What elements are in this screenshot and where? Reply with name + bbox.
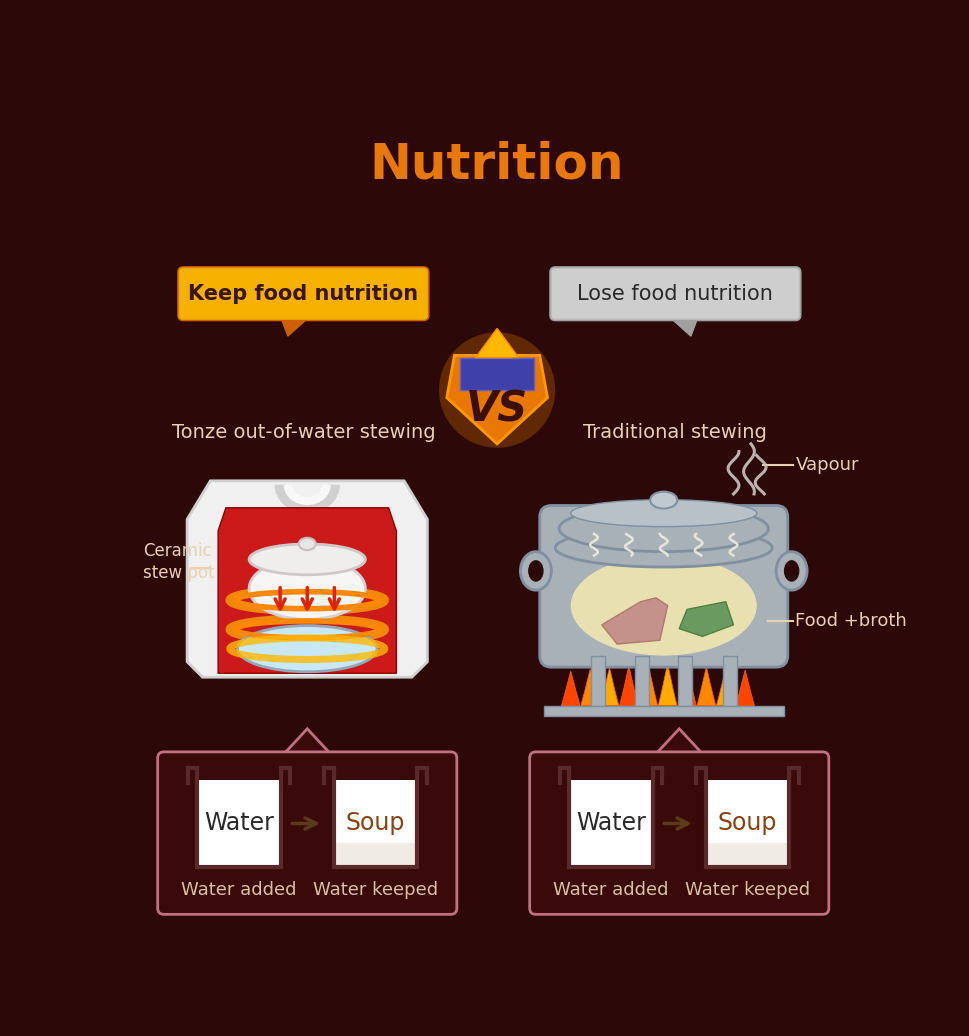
Polygon shape <box>735 670 754 706</box>
Text: Keep food nutrition: Keep food nutrition <box>188 284 418 304</box>
Bar <box>335 842 416 866</box>
Ellipse shape <box>783 560 798 581</box>
Text: Water keeped: Water keeped <box>313 882 438 899</box>
Polygon shape <box>639 665 657 706</box>
Text: Tonze out-of-water stewing: Tonze out-of-water stewing <box>172 423 435 441</box>
Text: Water added: Water added <box>181 882 297 899</box>
FancyBboxPatch shape <box>550 267 799 320</box>
Polygon shape <box>678 602 733 636</box>
Polygon shape <box>580 669 599 706</box>
FancyBboxPatch shape <box>459 357 534 390</box>
Polygon shape <box>280 728 334 758</box>
Text: Water added: Water added <box>552 882 668 899</box>
Polygon shape <box>651 728 705 758</box>
Bar <box>333 779 417 868</box>
Ellipse shape <box>237 626 377 671</box>
Text: Soup: Soup <box>717 811 776 835</box>
Ellipse shape <box>570 499 756 526</box>
Ellipse shape <box>249 557 365 620</box>
Polygon shape <box>280 315 311 336</box>
Text: Food +broth: Food +broth <box>795 612 906 630</box>
Text: Traditional stewing: Traditional stewing <box>582 423 766 441</box>
FancyBboxPatch shape <box>178 267 427 320</box>
Text: Water: Water <box>203 811 273 835</box>
Polygon shape <box>716 668 735 706</box>
Ellipse shape <box>519 551 550 591</box>
Text: Vapour: Vapour <box>795 456 859 473</box>
Text: Lose food nutrition: Lose food nutrition <box>577 284 772 304</box>
Polygon shape <box>601 598 667 644</box>
Polygon shape <box>218 508 396 673</box>
Bar <box>590 656 605 706</box>
Ellipse shape <box>558 506 767 551</box>
Bar <box>704 779 789 868</box>
Bar <box>722 656 735 706</box>
Text: Ceramic
stew pot: Ceramic stew pot <box>142 542 214 582</box>
Ellipse shape <box>775 551 806 591</box>
Polygon shape <box>600 668 618 706</box>
Text: Water keeped: Water keeped <box>684 882 809 899</box>
Polygon shape <box>475 328 518 357</box>
Polygon shape <box>187 481 427 678</box>
Polygon shape <box>561 671 579 706</box>
FancyBboxPatch shape <box>550 267 799 320</box>
FancyBboxPatch shape <box>158 752 456 915</box>
Bar <box>569 779 652 868</box>
Ellipse shape <box>249 544 365 575</box>
Polygon shape <box>619 666 638 706</box>
Bar <box>543 706 783 717</box>
FancyBboxPatch shape <box>539 506 787 667</box>
Bar <box>197 779 281 868</box>
Polygon shape <box>658 664 676 706</box>
Polygon shape <box>447 355 547 443</box>
Polygon shape <box>667 315 698 336</box>
Text: Nutrition: Nutrition <box>369 140 624 189</box>
Polygon shape <box>697 667 715 706</box>
Circle shape <box>439 333 554 448</box>
Bar <box>706 842 787 866</box>
FancyBboxPatch shape <box>178 267 427 320</box>
Ellipse shape <box>570 555 756 656</box>
Text: VS: VS <box>465 388 528 430</box>
FancyBboxPatch shape <box>529 752 828 915</box>
Bar <box>635 656 648 706</box>
Ellipse shape <box>527 560 543 581</box>
Text: Soup: Soup <box>345 811 405 835</box>
Bar <box>677 656 692 706</box>
Text: Water: Water <box>576 811 645 835</box>
Ellipse shape <box>649 492 676 509</box>
Ellipse shape <box>298 538 316 550</box>
Ellipse shape <box>554 528 771 567</box>
Polygon shape <box>677 665 696 706</box>
